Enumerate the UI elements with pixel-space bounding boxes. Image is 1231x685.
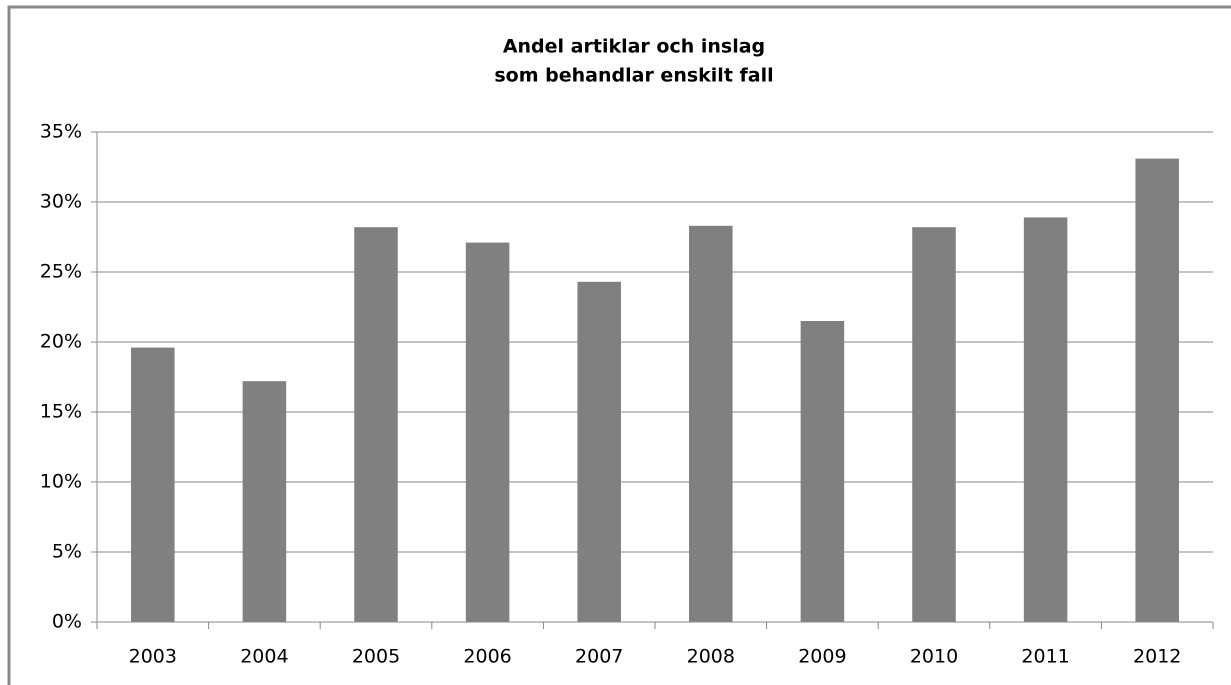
y-tick-label: 0% (52, 611, 82, 633)
y-tick-label: 35% (40, 121, 82, 143)
y-tick-label: 25% (40, 261, 82, 283)
bar (354, 227, 398, 622)
x-tick-label: 2008 (687, 646, 735, 668)
y-tick-label: 30% (40, 191, 82, 213)
x-tick-label: 2003 (129, 646, 177, 668)
x-tick-label: 2006 (463, 646, 511, 668)
x-tick-label: 2010 (910, 646, 958, 668)
y-tick-label: 20% (40, 331, 82, 353)
bar (242, 381, 287, 622)
y-tick-label: 5% (52, 541, 82, 563)
x-tick-label: 2004 (240, 646, 288, 668)
bar (912, 227, 956, 622)
bar (800, 321, 845, 622)
bar (577, 281, 621, 622)
x-tick-label: 2012 (1133, 646, 1181, 668)
x-tick-label: 2009 (798, 646, 846, 668)
bar (465, 242, 510, 622)
bar (689, 225, 733, 623)
bar (1023, 217, 1068, 622)
y-tick-label: 15% (40, 401, 82, 423)
x-tick-label: 2007 (575, 646, 623, 668)
bar (131, 347, 175, 622)
chart-title: som behandlar enskilt fall (494, 65, 773, 87)
chart-title: Andel artiklar och inslag (503, 36, 765, 58)
x-tick-label: 2005 (352, 646, 400, 668)
x-tick-label: 2011 (1021, 646, 1069, 668)
bar (1135, 158, 1179, 622)
chart-frame (7, 5, 1231, 685)
y-tick-label: 10% (40, 471, 82, 493)
